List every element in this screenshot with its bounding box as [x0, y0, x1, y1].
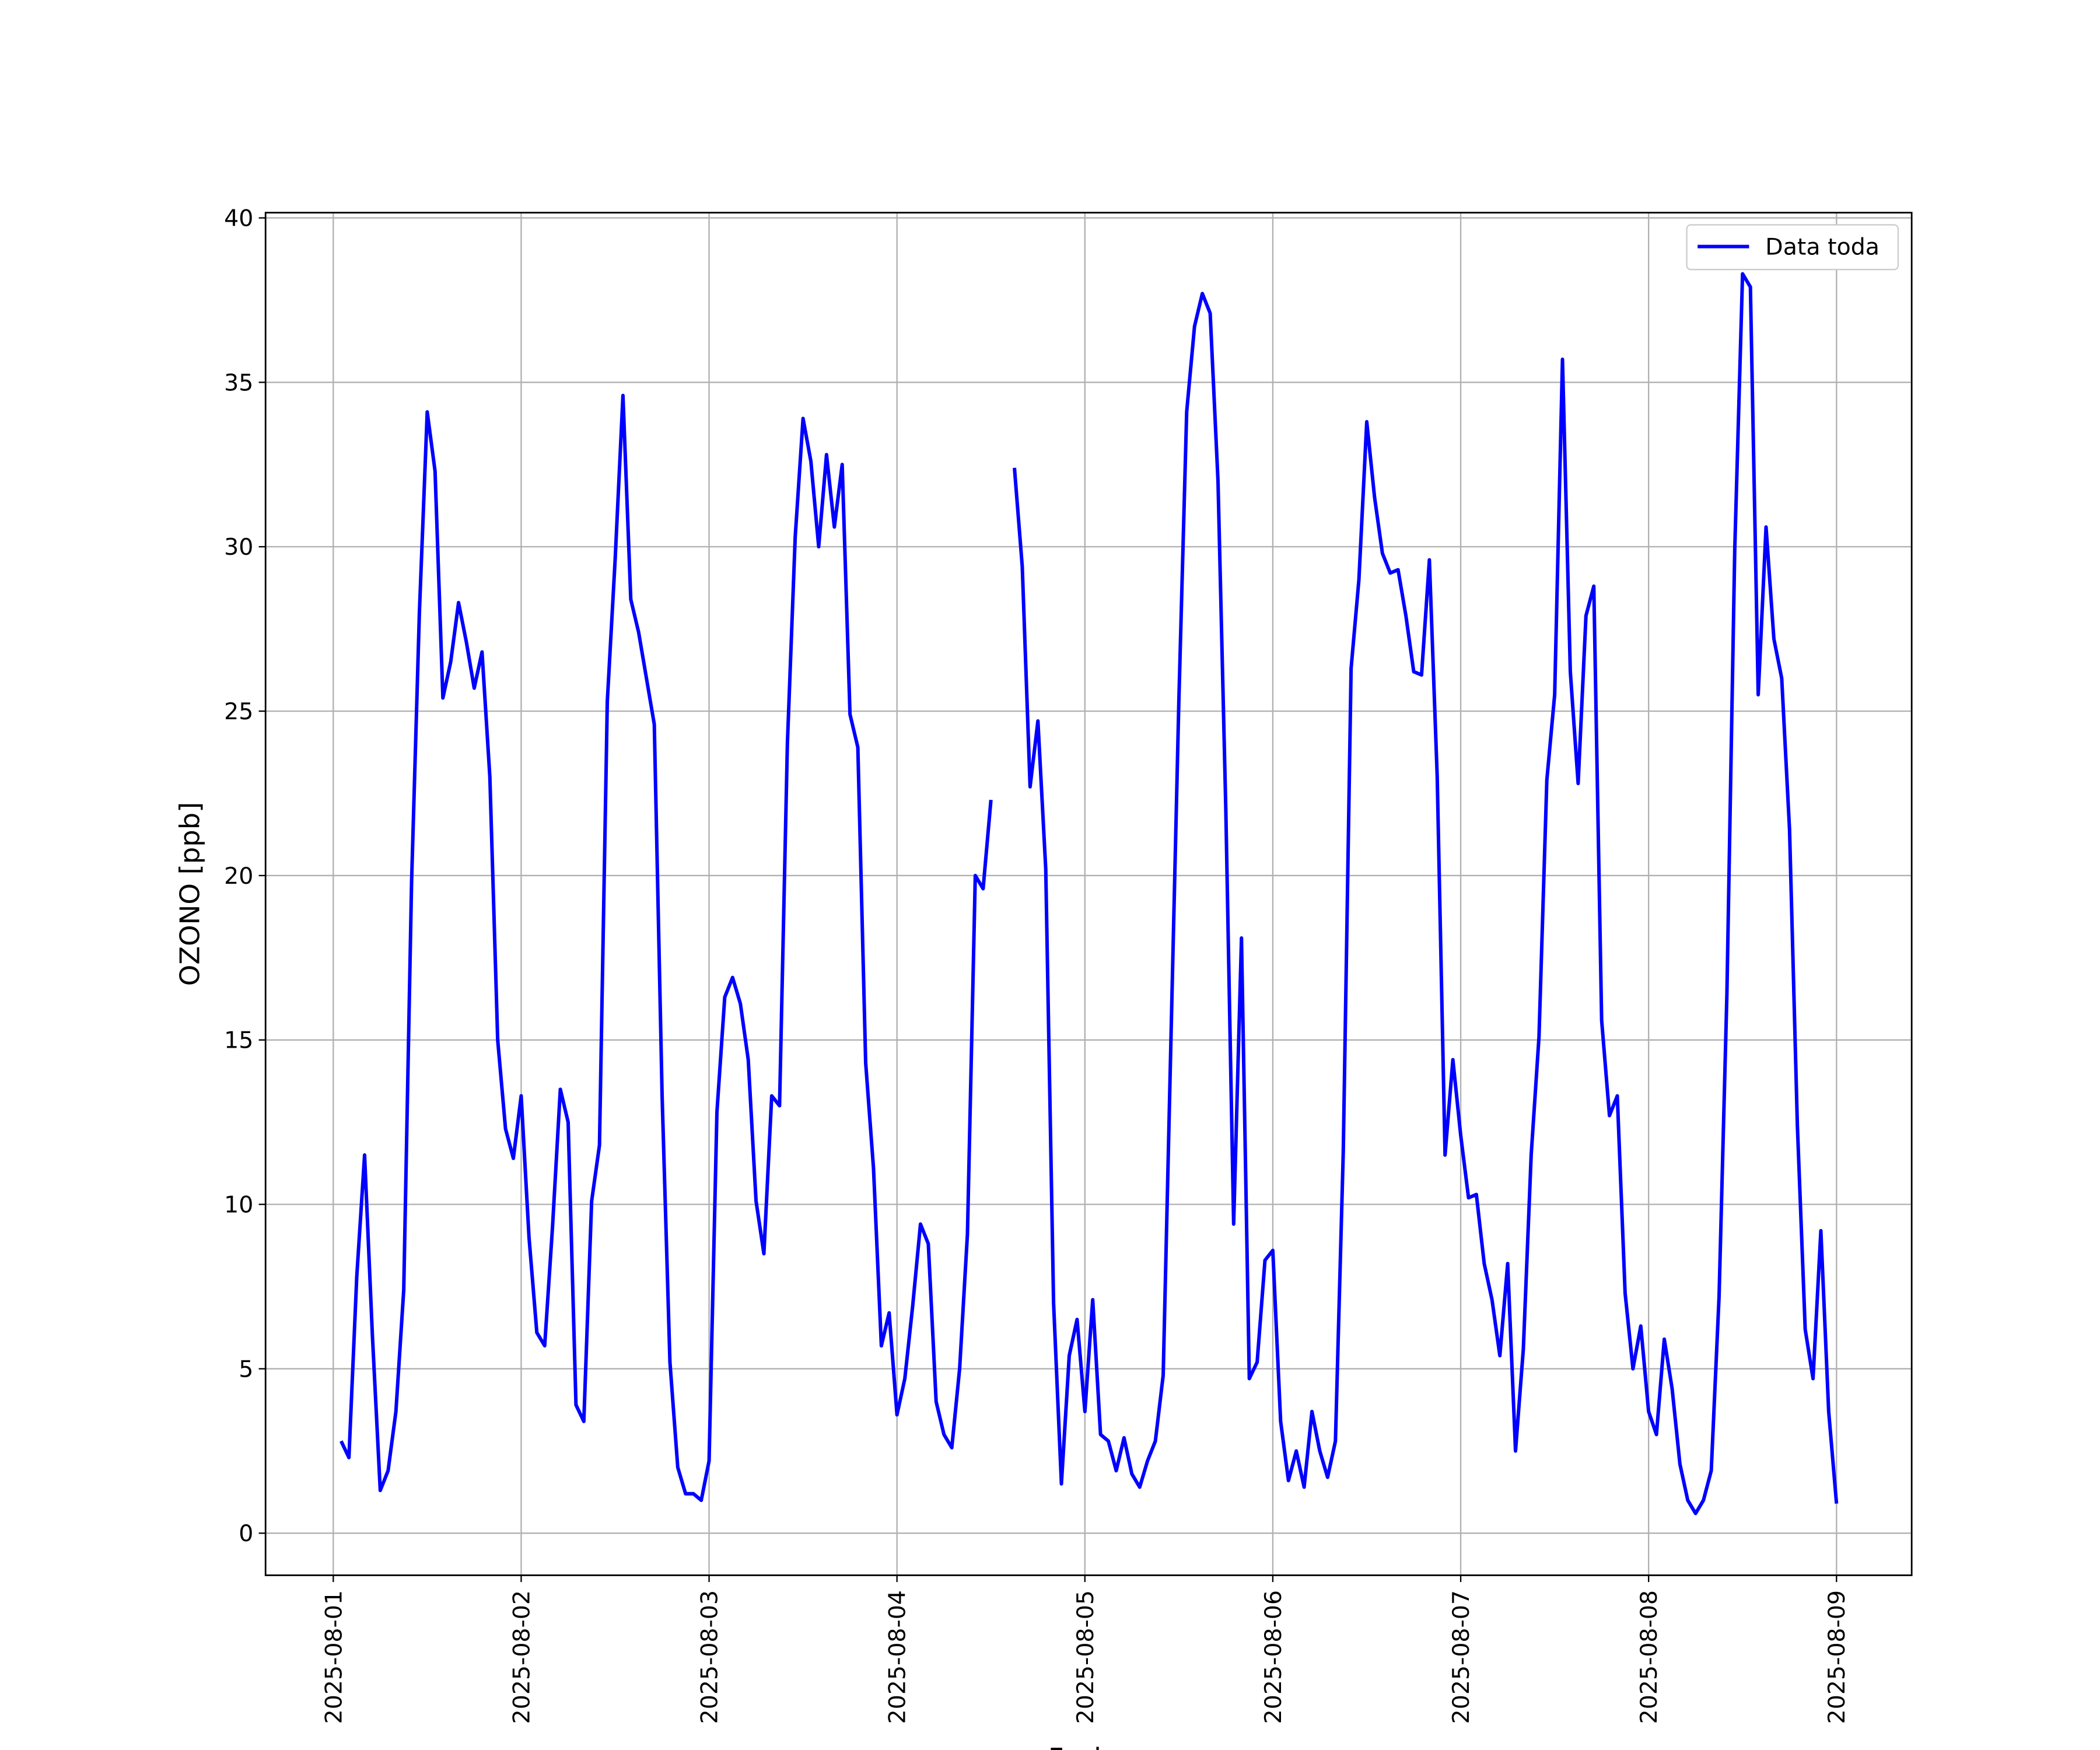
data-line	[340, 272, 1839, 1516]
x-tick-label: 2025-08-01	[320, 1590, 347, 1724]
legend-box	[1686, 224, 1899, 271]
x-tick-label: 2025-08-09	[1824, 1590, 1850, 1724]
y-tick-label: 10	[224, 1192, 253, 1219]
x-tick-label: 2025-08-02	[508, 1590, 535, 1724]
y-axis-label: OZONO [ppb]	[174, 802, 205, 986]
x-tick-label: 2025-08-04	[884, 1590, 911, 1724]
legend-label: Data toda	[1765, 234, 1880, 261]
x-tick-label: 2025-08-07	[1448, 1590, 1475, 1724]
y-tick-label: 0	[239, 1520, 253, 1547]
x-axis-label: Fecha	[1048, 1742, 1128, 1750]
y-tick-label: 40	[224, 205, 253, 232]
x-tick-label: 2025-08-08	[1636, 1590, 1662, 1724]
plot-frame	[264, 212, 1913, 1576]
y-tick-label: 35	[224, 369, 253, 396]
y-tick-label: 30	[224, 534, 253, 561]
y-tick-label: 15	[224, 1027, 253, 1054]
y-tick-label: 20	[224, 863, 253, 890]
x-tick-label: 2025-08-03	[696, 1590, 723, 1724]
y-tick-label: 5	[239, 1356, 253, 1382]
x-tick-label: 2025-08-06	[1260, 1590, 1287, 1724]
y-tick-label: 25	[224, 698, 253, 725]
x-tick-label: 2025-08-05	[1072, 1590, 1099, 1724]
